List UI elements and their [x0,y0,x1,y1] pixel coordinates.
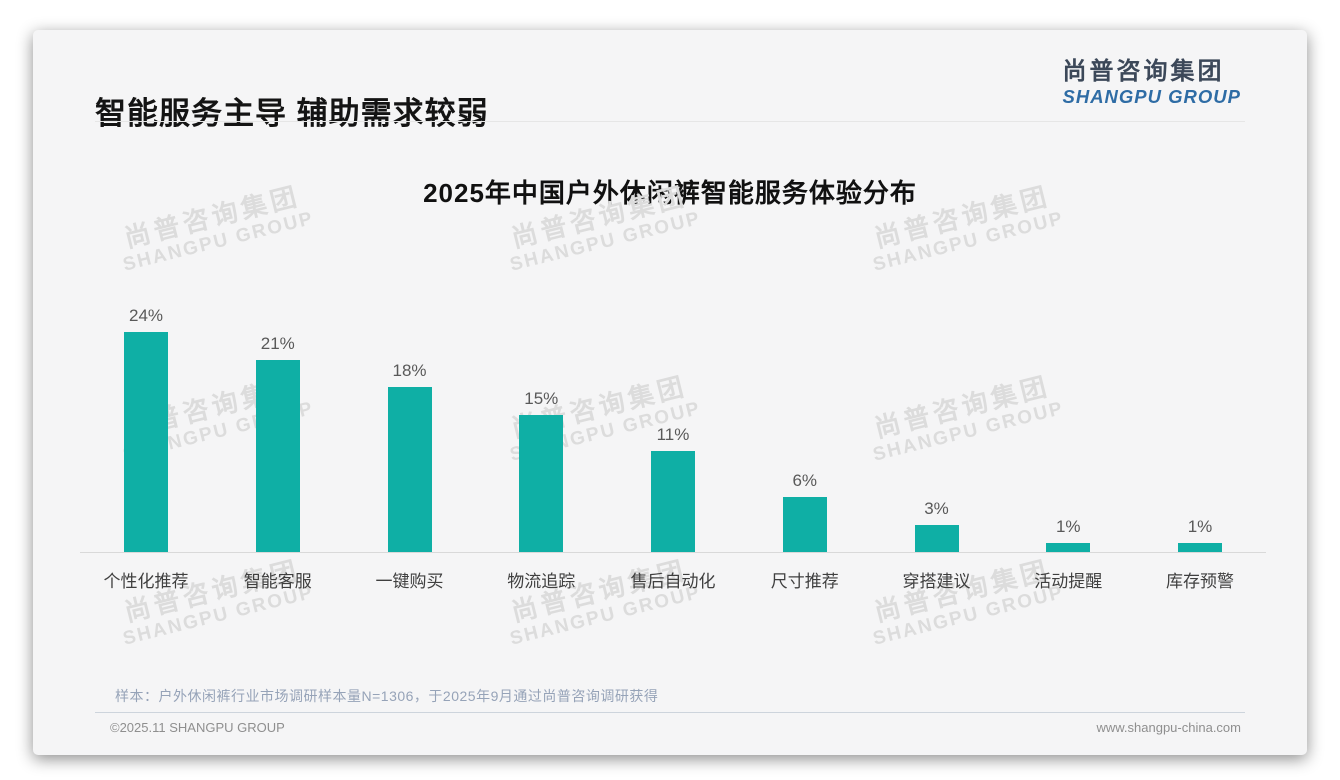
page-title: 智能服务主导 辅助需求较弱 [95,96,489,131]
slide-card: 智能服务主导 辅助需求较弱 尚普咨询集团 SHANGPU GROUP 2025年… [33,30,1307,755]
x-axis-label: 尺寸推荐 [770,572,839,591]
bar-value-label: 1% [1055,517,1081,536]
x-axis-label: 活动提醒 [1034,572,1103,591]
bar-value-label: 24% [128,306,164,325]
bar-value-label: 11% [656,425,690,444]
bar-个性化推荐 [124,332,168,552]
footer-divider [95,712,1245,713]
bar-尺寸推荐 [782,497,827,552]
bar-value-label: 3% [924,499,949,518]
x-axis-line [80,552,1266,553]
bar-穿搭建议 [914,525,959,552]
bar-value-label: 6% [792,471,818,490]
logo-chinese-text: 尚普咨询集团 [1062,58,1225,85]
bar-value-label: 21% [260,334,295,353]
chart-title: 2025年中国户外休闲裤智能服务体验分布 [423,178,917,208]
bar-chart-plot: 24% 21% 18% 15% 11% 6% 3% 1% 1% [80,263,1266,553]
x-axis-labels: 个性化推荐 智能客服 一键购买 物流追踪 售后自动化 尺寸推荐 穿搭建议 活动提醒 库存预警 [80,567,1266,597]
bar-物流追踪 [519,415,564,552]
x-axis-label: 库存预警 [1166,572,1234,591]
logo-english-text: SHANGPU GROUP [1062,85,1241,107]
x-axis-label: 售后自动化 [630,572,716,591]
sample-note: 样本：户外休闲裤行业市场调研样本量N=1306，于2025年9月通过尚普咨询调研… [115,688,659,704]
bar-一键购买 [387,387,432,552]
bar-value-label: 1% [1187,517,1213,536]
bar-value-label: 18% [392,361,427,380]
x-axis-label: 个性化推荐 [103,572,189,591]
bar-value-label: 15% [524,389,559,408]
copyright-text: ©2025.11 SHANGPU GROUP [110,720,285,735]
header-divider [95,121,1245,122]
x-axis-label: 智能客服 [243,572,312,591]
bar-售后自动化 [651,451,695,552]
bar-活动提醒 [1046,543,1091,552]
x-axis-label: 一键购买 [375,572,444,591]
bar-智能客服 [255,360,300,552]
x-axis-label: 穿搭建议 [902,572,971,591]
website-url: www.shangpu-china.com [1096,720,1241,735]
bar-库存预警 [1178,543,1222,552]
company-logo: 尚普咨询集团 SHANGPU GROUP [1063,58,1242,108]
footer: ©2025.11 SHANGPU GROUP www.shangpu-china… [110,720,1241,735]
x-axis-label: 物流追踪 [507,572,576,591]
